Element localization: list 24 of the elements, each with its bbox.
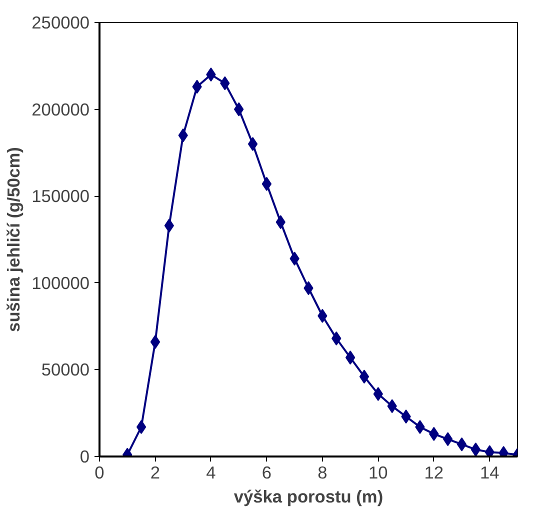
x-tick-label: 6	[262, 462, 272, 482]
x-tick-label: 12	[424, 462, 444, 482]
point	[150, 334, 160, 349]
point	[345, 350, 356, 365]
y-axis-title: sušina jehličí (g/50cm)	[4, 147, 24, 332]
x-tick-label: 8	[318, 462, 328, 482]
x-tick-label: 0	[94, 462, 104, 482]
x-tick-label: 4	[206, 462, 216, 482]
y-tick-label: 250000	[32, 12, 90, 32]
point	[359, 370, 370, 384]
y-tick-label: 50000	[41, 360, 90, 380]
y-tick-label: 200000	[32, 99, 90, 120]
point	[136, 420, 146, 434]
point	[470, 442, 481, 456]
x-axis-title: výška porostu (m)	[234, 486, 384, 506]
point	[262, 176, 272, 191]
y-tick-label: 150000	[32, 186, 90, 206]
y-tick-label: 100000	[32, 272, 90, 293]
y-tick-label: 0	[80, 446, 90, 466]
point	[456, 437, 467, 452]
x-tick-label: 14	[480, 462, 500, 482]
x-tick-label: 10	[368, 462, 388, 482]
point	[248, 137, 258, 152]
x-tick-label: 2	[150, 462, 160, 482]
